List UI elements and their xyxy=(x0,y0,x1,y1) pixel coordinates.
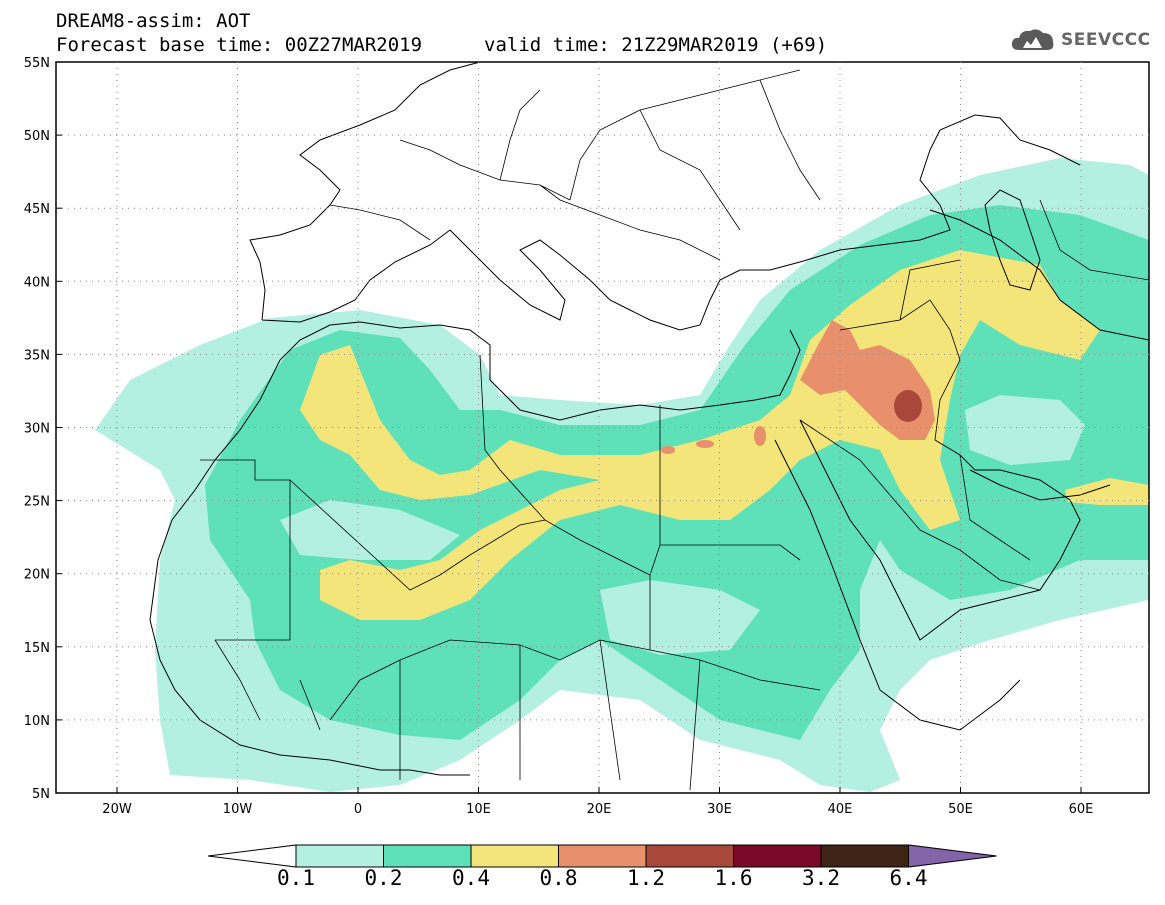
aot-band-0.4-gulf xyxy=(1065,478,1149,505)
lon-label: 30E xyxy=(707,802,732,817)
lon-label: 10W xyxy=(223,802,253,817)
colorbar-segment xyxy=(295,844,384,868)
border-middle-east xyxy=(839,199,1149,441)
border-sahel xyxy=(329,639,821,721)
graticule xyxy=(56,62,1149,793)
cloud-logo-icon xyxy=(1011,29,1054,50)
forecast-base-time: Forecast base time: 00Z27MAR2019 xyxy=(56,34,423,56)
aot-hole-sudan xyxy=(600,580,760,655)
valid-time: valid time: 21Z29MAR2019 (+69) xyxy=(484,34,828,56)
lon-label: 0 xyxy=(354,802,362,817)
latitude-labels: 55N 50N 45N 40N 35N 30N 25N 20N 15N 10N 5N xyxy=(24,56,62,802)
border-algeria-mali xyxy=(289,479,651,591)
coast-persian xyxy=(929,209,1149,501)
border-mauritania xyxy=(200,459,291,641)
colorbar-label: 6.4 xyxy=(889,866,928,890)
lon-label: 20W xyxy=(102,802,132,817)
lat-label: 55N xyxy=(24,56,50,71)
coast-caspian xyxy=(984,189,1041,291)
colorbar-label: 0.2 xyxy=(364,866,403,890)
colorbar-label: 1.6 xyxy=(714,866,753,890)
border-west-africa xyxy=(214,639,701,791)
aot-field xyxy=(95,158,1149,792)
coast-west-africa xyxy=(149,619,1021,776)
border-egypt-sudan xyxy=(660,544,801,561)
coast-europe xyxy=(249,62,1081,331)
aot-hole-sahara xyxy=(280,500,460,560)
aot-spot-libya-1 xyxy=(661,446,675,454)
colorbar-min-arrow xyxy=(207,844,297,868)
colorbar-label: 0.8 xyxy=(539,866,578,890)
lat-label: 30N xyxy=(24,422,50,437)
brand-name: SEEVCCC xyxy=(1061,30,1151,50)
colorbar-label: 1.2 xyxy=(627,866,665,890)
coast-red-sea xyxy=(774,419,1081,691)
colorbar-label: 0.4 xyxy=(452,866,490,890)
colorbar xyxy=(207,844,997,868)
coastlines xyxy=(149,62,1149,776)
colorbar-segment xyxy=(470,844,559,868)
colorbar-max-arrow xyxy=(908,844,997,868)
colorbar-segment xyxy=(645,844,734,868)
lon-label: 40E xyxy=(828,802,853,817)
lat-label: 50N xyxy=(24,129,50,144)
longitude-labels: 20W 10W 0 10E 20E 30E 40E 50E 60E xyxy=(102,787,1093,817)
colorbar-segment xyxy=(820,844,909,868)
aot-spot-libya-2 xyxy=(696,440,714,448)
map-title: DREAM8-assim: AOT xyxy=(56,10,251,32)
aot-band-0.4 xyxy=(300,250,1100,620)
aot-spot-egypt xyxy=(754,426,766,446)
lat-label: 40N xyxy=(24,275,50,290)
brand-logo: SEEVCCC xyxy=(1009,24,1151,56)
aot-hole-iran xyxy=(965,395,1085,465)
border-europe xyxy=(329,69,821,261)
lat-label: 45N xyxy=(24,202,50,217)
aot-band-1.2 xyxy=(894,390,922,422)
lat-label: 15N xyxy=(24,641,50,656)
lon-label: 20E xyxy=(587,802,612,817)
colorbar-segment xyxy=(558,844,647,868)
lat-label: 10N xyxy=(24,714,50,729)
colorbar-label: 0.1 xyxy=(277,866,315,890)
lon-label: 50E xyxy=(948,802,973,817)
border-libya xyxy=(479,354,661,650)
borders xyxy=(200,69,1149,791)
colorbar-label: 3.2 xyxy=(802,866,840,890)
border-arabia xyxy=(799,419,1041,591)
colorbar-segment xyxy=(733,844,822,868)
lat-label: 20N xyxy=(24,568,50,583)
lat-label: 25N xyxy=(24,495,50,510)
lat-label: 35N xyxy=(24,348,50,363)
lat-label: 5N xyxy=(32,787,50,802)
lon-label: 60E xyxy=(1069,802,1094,817)
lon-label: 10E xyxy=(466,802,491,817)
colorbar-segment xyxy=(383,844,472,868)
coast-north-africa xyxy=(149,321,801,621)
